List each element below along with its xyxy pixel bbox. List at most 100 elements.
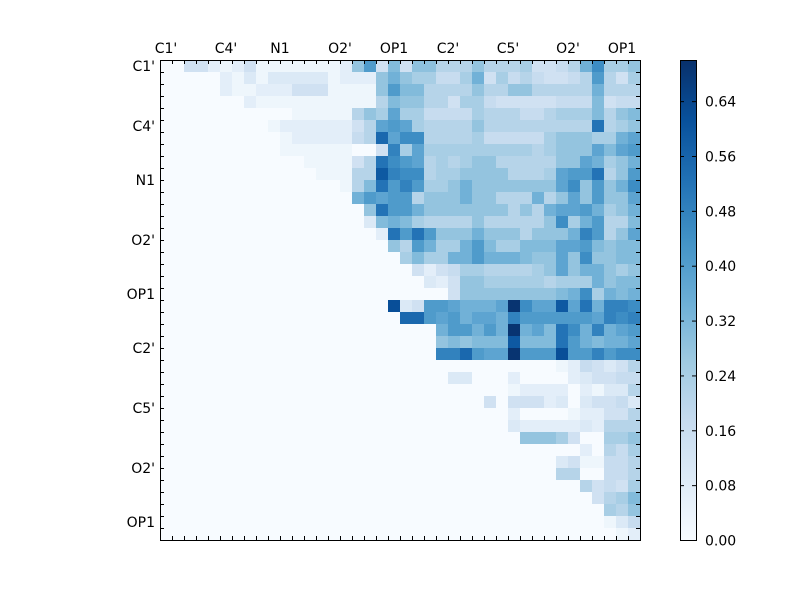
heatmap-cell	[376, 156, 389, 169]
heatmap-cell	[604, 240, 617, 253]
heatmap-cell	[232, 120, 245, 133]
heatmap-cell	[220, 72, 233, 85]
heatmap-cell	[604, 216, 617, 229]
heatmap-cell	[556, 432, 569, 445]
heatmap-cell	[388, 192, 401, 205]
heatmap-cell	[544, 504, 557, 517]
heatmap-cell	[292, 144, 305, 157]
heatmap-cell	[448, 60, 461, 73]
heatmap-cell	[316, 444, 329, 457]
heatmap-cell	[280, 228, 293, 241]
heatmap-cell	[388, 468, 401, 481]
heatmap-cell	[436, 60, 449, 73]
heatmap-cell	[472, 180, 485, 193]
heatmap-cell	[196, 444, 209, 457]
heatmap-cell	[352, 192, 365, 205]
heatmap-cell	[400, 72, 413, 85]
heatmap-cell	[400, 180, 413, 193]
heatmap-cell	[568, 120, 581, 133]
heatmap-cell	[472, 480, 485, 493]
heatmap-cell	[184, 252, 197, 265]
heatmap-cell	[220, 96, 233, 109]
heatmap-cell	[496, 528, 509, 541]
heatmap-cell	[496, 84, 509, 97]
heatmap-cell	[196, 396, 209, 409]
heatmap-cell	[268, 84, 281, 97]
heatmap-cell	[232, 204, 245, 217]
heatmap-cell	[340, 252, 353, 265]
heatmap-cell	[424, 228, 437, 241]
heatmap-cell	[352, 528, 365, 541]
heatmap-cell	[556, 84, 569, 97]
heatmap-cell	[388, 168, 401, 181]
heatmap-cell	[340, 228, 353, 241]
heatmap-cell	[280, 336, 293, 349]
heatmap-cell	[280, 468, 293, 481]
heatmap-cell	[556, 480, 569, 493]
heatmap-cell	[616, 480, 629, 493]
heatmap-cell	[592, 264, 605, 277]
heatmap-cell	[328, 288, 341, 301]
heatmap-cell	[280, 420, 293, 433]
heatmap-cell	[256, 84, 269, 97]
heatmap-cell	[412, 396, 425, 409]
heatmap-cell	[340, 348, 353, 361]
heatmap-cell	[208, 84, 221, 97]
heatmap-cell	[244, 156, 257, 169]
heatmap-cell	[256, 240, 269, 253]
heatmap-cell	[616, 492, 629, 505]
heatmap-cell	[244, 132, 257, 145]
heatmap-cell	[388, 204, 401, 217]
heatmap-cell	[328, 228, 341, 241]
heatmap-cell	[616, 516, 629, 529]
heatmap-cell	[316, 60, 329, 73]
heatmap-cell	[292, 396, 305, 409]
heatmap-cell	[208, 504, 221, 517]
heatmap-cell	[400, 288, 413, 301]
heatmap-cell	[388, 372, 401, 385]
heatmap-cell	[448, 108, 461, 121]
heatmap-cell	[592, 444, 605, 457]
heatmap-cells	[160, 60, 641, 541]
heatmap-cell	[604, 336, 617, 349]
heatmap-cell	[292, 228, 305, 241]
heatmap-cell	[292, 204, 305, 217]
heatmap-cell	[568, 432, 581, 445]
heatmap-cell	[196, 84, 209, 97]
heatmap-cell	[160, 84, 173, 97]
heatmap-cell	[628, 144, 641, 157]
heatmap-cell	[412, 240, 425, 253]
heatmap-cell	[244, 228, 257, 241]
heatmap-cell	[196, 204, 209, 217]
heatmap-cell	[592, 324, 605, 337]
heatmap-cell	[460, 288, 473, 301]
heatmap-cell	[628, 108, 641, 121]
heatmap-cell	[196, 468, 209, 481]
heatmap-cell	[388, 432, 401, 445]
heatmap-cell	[328, 348, 341, 361]
heatmap-cell	[628, 468, 641, 481]
heatmap-cell	[172, 396, 185, 409]
heatmap-cell	[460, 168, 473, 181]
heatmap-cell	[172, 276, 185, 289]
heatmap-cell	[508, 408, 521, 421]
heatmap-cell	[568, 168, 581, 181]
heatmap-cell	[232, 384, 245, 397]
heatmap-cell	[352, 156, 365, 169]
x-tick-labels: C1' C4' N1 O2' OP1 C2' C5' O2' OP1	[155, 41, 636, 57]
heatmap-cell	[220, 444, 233, 457]
heatmap-cell	[484, 420, 497, 433]
heatmap-cell	[352, 324, 365, 337]
heatmap-cell	[544, 408, 557, 421]
heatmap-cell	[436, 156, 449, 169]
heatmap-cell	[172, 468, 185, 481]
heatmap-cell	[460, 300, 473, 313]
heatmap-cell	[292, 516, 305, 529]
heatmap-cell	[196, 456, 209, 469]
heatmap-cell	[292, 72, 305, 85]
heatmap-cell	[532, 72, 545, 85]
heatmap-cell	[352, 240, 365, 253]
heatmap-cell	[568, 156, 581, 169]
heatmap-cell	[244, 276, 257, 289]
heatmap-cell	[172, 336, 185, 349]
